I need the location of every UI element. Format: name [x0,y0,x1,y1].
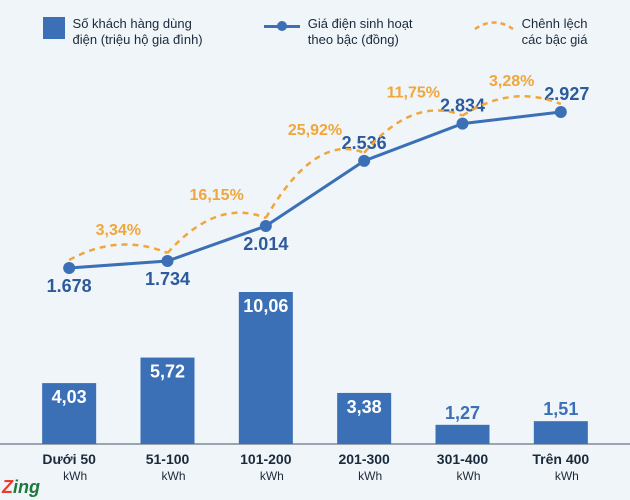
legend-bar-label: Số khách hàng dùngđiện (triệu hộ gia đìn… [73,16,203,49]
legend-diff: Chênh lệchcác bậc giá [474,16,588,49]
price-value-label: 1.678 [47,276,92,296]
category-label: 101-200 [240,451,292,467]
bar-swatch-icon [43,17,65,39]
bar [436,425,490,444]
legend: Số khách hàng dùngđiện (triệu hộ gia đìn… [0,16,630,49]
bar-value-label: 5,72 [150,362,185,382]
category-label: Trên 400 [532,451,589,467]
bar-value-label: 4,03 [52,387,87,407]
bar-value-label: 1,27 [445,403,480,423]
diff-label: 3,34% [96,222,141,239]
category-label: 301-400 [437,451,489,467]
price-point [162,255,174,267]
price-point [457,118,469,130]
price-value-label: 2.834 [440,96,485,116]
category-sublabel: kWh [358,469,382,483]
bar-value-label: 3,38 [347,397,382,417]
category-sublabel: kWh [555,469,579,483]
price-value-label: 2.014 [243,234,288,254]
price-point [260,220,272,232]
diff-label: 25,92% [288,122,342,139]
watermark-z: Z [2,477,13,497]
diff-arc [266,149,364,218]
chart-area: 4,03 5,72 10,06 3,38 1,27 1,51 1.678 1.734 2.014… [0,68,630,500]
category-label: 201-300 [338,451,390,467]
legend-diff-label: Chênh lệchcác bậc giá [522,16,588,49]
legend-line: Giá điện sinh hoạttheo bậc (đồng) [264,16,413,49]
diff-label: 3,28% [489,73,534,90]
price-value-label: 1.734 [145,269,190,289]
category-sublabel: kWh [162,469,186,483]
diff-label: 16,15% [190,187,244,204]
price-point [358,155,370,167]
price-point [555,106,567,118]
bar [534,421,588,444]
legend-line-label: Giá điện sinh hoạttheo bậc (đồng) [308,16,413,49]
watermark: Zing [2,477,40,498]
category-label: 51-100 [146,451,190,467]
line-swatch-icon [264,21,300,31]
bar-value-label: 1,51 [543,399,578,419]
category-sublabel: kWh [457,469,481,483]
category-sublabel: kWh [260,469,284,483]
price-point [63,262,75,274]
dash-swatch-icon [474,20,514,30]
legend-bar: Số khách hàng dùngđiện (triệu hộ gia đìn… [43,16,203,49]
bar-value-label: 10,06 [243,296,288,316]
watermark-rest: ing [13,477,40,497]
category-sublabel: kWh [63,469,87,483]
diff-arc [69,244,167,260]
diff-label: 11,75% [387,85,440,102]
category-label: Dưới 50 [42,451,96,467]
chart-svg: 4,03 5,72 10,06 3,38 1,27 1,51 1.678 1.734 2.014… [0,68,630,500]
